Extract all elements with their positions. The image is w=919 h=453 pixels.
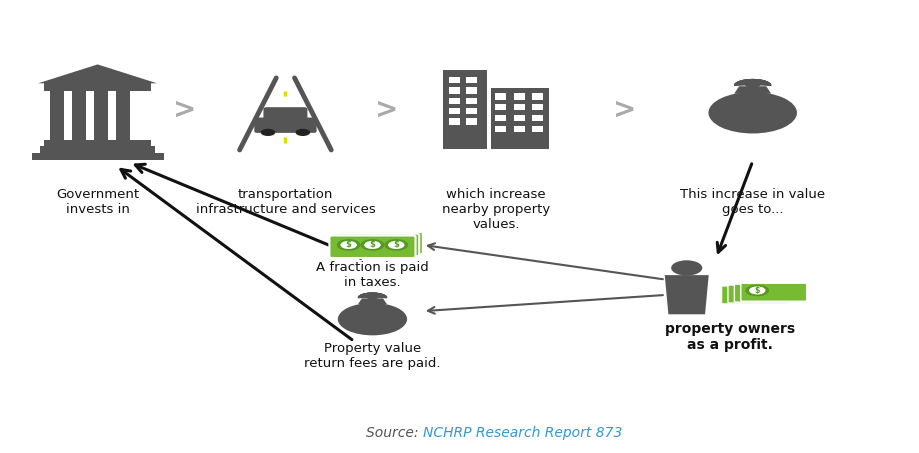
FancyBboxPatch shape: [466, 87, 477, 94]
FancyBboxPatch shape: [264, 107, 308, 120]
FancyBboxPatch shape: [44, 83, 151, 91]
FancyBboxPatch shape: [40, 146, 155, 153]
FancyBboxPatch shape: [336, 232, 423, 255]
Ellipse shape: [338, 303, 407, 335]
FancyBboxPatch shape: [448, 108, 460, 115]
FancyBboxPatch shape: [329, 236, 415, 258]
FancyBboxPatch shape: [514, 125, 525, 132]
FancyBboxPatch shape: [495, 93, 506, 100]
FancyBboxPatch shape: [448, 77, 460, 83]
Circle shape: [388, 241, 404, 249]
FancyBboxPatch shape: [495, 125, 506, 132]
FancyBboxPatch shape: [532, 115, 543, 121]
FancyBboxPatch shape: [448, 118, 460, 125]
FancyBboxPatch shape: [514, 104, 525, 111]
Text: A fraction is paid
in taxes.: A fraction is paid in taxes.: [316, 261, 429, 289]
Text: >: >: [613, 96, 636, 123]
Text: >: >: [375, 96, 398, 123]
Circle shape: [360, 239, 384, 251]
Circle shape: [744, 80, 761, 88]
Text: $: $: [346, 241, 352, 250]
Circle shape: [671, 260, 702, 275]
FancyBboxPatch shape: [44, 140, 151, 146]
FancyBboxPatch shape: [51, 91, 64, 140]
FancyBboxPatch shape: [466, 98, 477, 104]
Text: >: >: [173, 96, 197, 123]
FancyBboxPatch shape: [495, 115, 506, 121]
FancyBboxPatch shape: [255, 117, 316, 133]
FancyBboxPatch shape: [514, 115, 525, 121]
Text: Government
invests in: Government invests in: [56, 188, 139, 216]
Text: transportation
infrastructure and services: transportation infrastructure and servic…: [196, 188, 375, 216]
Text: Source:: Source:: [366, 426, 423, 440]
Polygon shape: [734, 86, 771, 94]
Text: Property value
return fees are paid.: Property value return fees are paid.: [304, 342, 441, 370]
Polygon shape: [38, 64, 157, 83]
Polygon shape: [359, 293, 387, 298]
FancyBboxPatch shape: [491, 88, 550, 149]
FancyBboxPatch shape: [734, 284, 800, 302]
Ellipse shape: [709, 92, 797, 134]
Polygon shape: [357, 299, 387, 304]
Text: NCHRP Research Report 873: NCHRP Research Report 873: [423, 426, 622, 440]
Polygon shape: [664, 275, 709, 314]
FancyBboxPatch shape: [532, 93, 543, 100]
Circle shape: [745, 284, 769, 296]
FancyBboxPatch shape: [532, 104, 543, 111]
Polygon shape: [735, 80, 770, 84]
Polygon shape: [359, 293, 387, 297]
Circle shape: [296, 129, 310, 136]
Text: $: $: [754, 286, 760, 295]
Polygon shape: [358, 293, 386, 297]
Circle shape: [749, 286, 766, 294]
Text: property owners
as a profit.: property owners as a profit.: [664, 322, 795, 352]
FancyBboxPatch shape: [721, 286, 788, 304]
FancyBboxPatch shape: [333, 234, 419, 256]
FancyBboxPatch shape: [532, 125, 543, 132]
FancyBboxPatch shape: [117, 91, 130, 140]
FancyBboxPatch shape: [495, 104, 506, 111]
FancyBboxPatch shape: [466, 118, 477, 125]
Text: This increase in value
goes to...: This increase in value goes to...: [680, 188, 825, 216]
Text: which increase
nearby property
values.: which increase nearby property values.: [442, 188, 550, 231]
Text: $: $: [369, 241, 375, 250]
Polygon shape: [734, 80, 769, 85]
Circle shape: [384, 239, 408, 251]
FancyBboxPatch shape: [466, 108, 477, 115]
FancyBboxPatch shape: [466, 77, 477, 83]
FancyBboxPatch shape: [31, 153, 164, 160]
FancyBboxPatch shape: [443, 70, 487, 149]
Circle shape: [364, 241, 380, 249]
Polygon shape: [358, 293, 386, 297]
FancyBboxPatch shape: [448, 98, 460, 104]
Circle shape: [366, 293, 379, 300]
Polygon shape: [358, 293, 385, 298]
FancyBboxPatch shape: [741, 283, 807, 301]
FancyBboxPatch shape: [73, 91, 86, 140]
Circle shape: [336, 239, 360, 251]
Polygon shape: [735, 80, 771, 85]
FancyBboxPatch shape: [728, 285, 794, 303]
Polygon shape: [734, 80, 770, 85]
Circle shape: [261, 129, 276, 136]
Circle shape: [340, 241, 357, 249]
FancyBboxPatch shape: [448, 87, 460, 94]
Polygon shape: [736, 80, 771, 85]
Text: $: $: [393, 241, 399, 250]
FancyBboxPatch shape: [95, 91, 108, 140]
FancyBboxPatch shape: [514, 93, 525, 100]
